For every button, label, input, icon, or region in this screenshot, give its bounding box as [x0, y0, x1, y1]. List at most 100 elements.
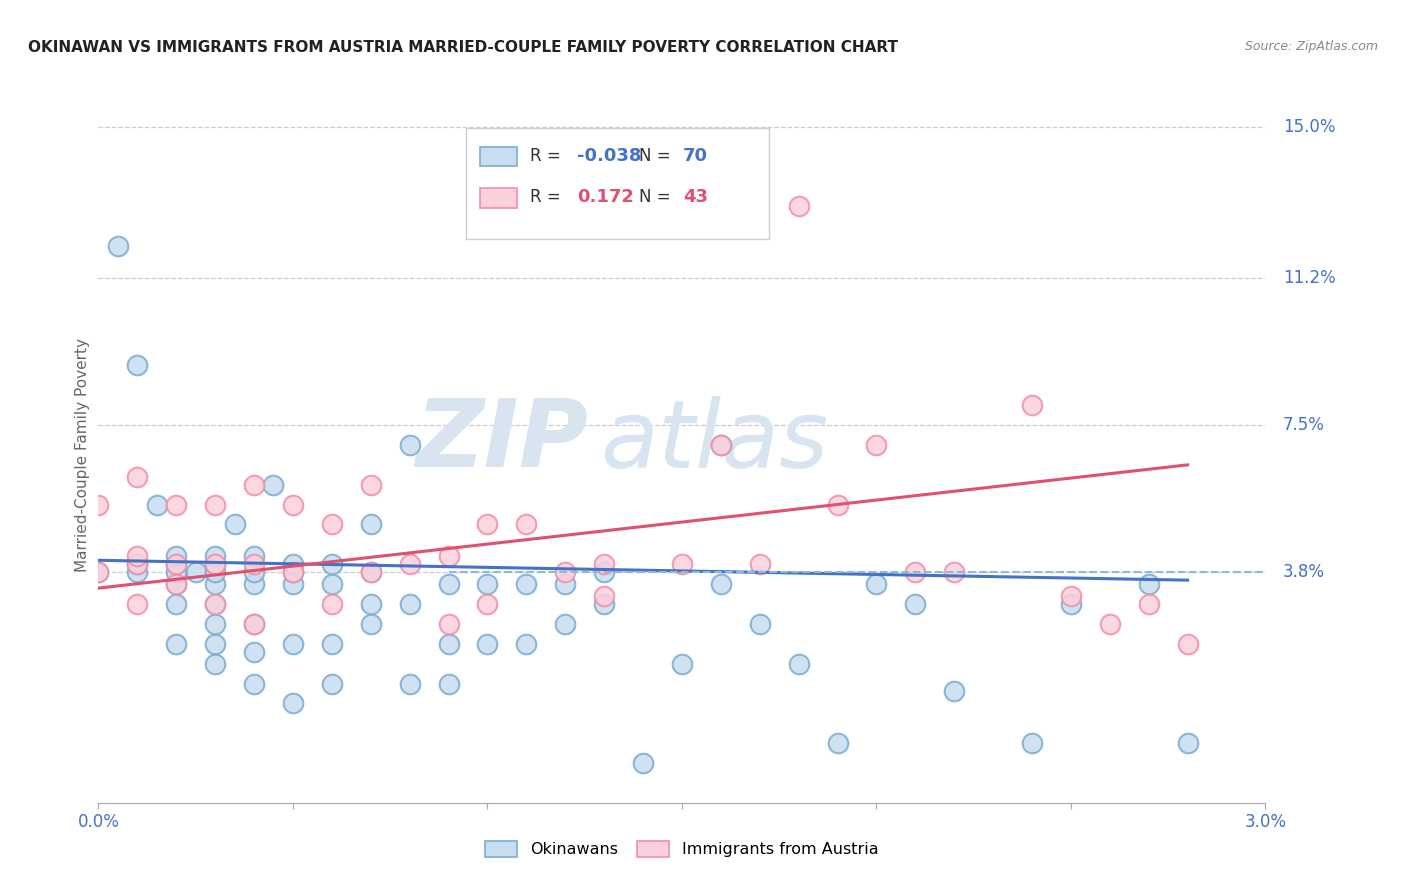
Point: [165, 637, 187, 651]
Point: [1060, 597, 1083, 611]
Text: atlas: atlas: [600, 395, 828, 486]
Point: [165, 597, 187, 611]
Point: [748, 558, 770, 572]
Point: [262, 477, 284, 491]
Point: [165, 498, 187, 512]
Point: [204, 597, 226, 611]
Point: [184, 565, 207, 579]
Point: [710, 577, 733, 591]
Point: [865, 438, 887, 452]
Point: [360, 517, 382, 532]
Point: [204, 577, 226, 591]
Point: [1060, 589, 1083, 603]
Point: [515, 637, 537, 651]
Point: [87, 498, 110, 512]
Point: [321, 676, 343, 690]
Point: [243, 477, 266, 491]
Text: OKINAWAN VS IMMIGRANTS FROM AUSTRIA MARRIED-COUPLE FAMILY POVERTY CORRELATION CH: OKINAWAN VS IMMIGRANTS FROM AUSTRIA MARR…: [28, 40, 898, 55]
Point: [243, 549, 266, 564]
Text: 11.2%: 11.2%: [1282, 269, 1336, 287]
Point: [204, 657, 226, 671]
Text: N =: N =: [638, 147, 676, 165]
Point: [593, 565, 616, 579]
Text: 0.172: 0.172: [576, 188, 634, 206]
Point: [1177, 637, 1199, 651]
Point: [671, 657, 693, 671]
Point: [865, 577, 887, 591]
Point: [593, 589, 616, 603]
Point: [165, 558, 187, 572]
Point: [165, 558, 187, 572]
Point: [321, 597, 343, 611]
Point: [146, 498, 169, 512]
Text: 3.8%: 3.8%: [1282, 563, 1324, 582]
Point: [554, 577, 576, 591]
Point: [437, 616, 460, 631]
Point: [943, 565, 966, 579]
FancyBboxPatch shape: [479, 146, 517, 166]
FancyBboxPatch shape: [465, 128, 769, 239]
Point: [321, 517, 343, 532]
Point: [127, 565, 149, 579]
Point: [477, 637, 499, 651]
Point: [554, 616, 576, 631]
Point: [398, 676, 420, 690]
Point: [243, 645, 266, 659]
Point: [593, 558, 616, 572]
Point: [515, 517, 537, 532]
Point: [165, 565, 187, 579]
Point: [87, 565, 110, 579]
Point: [1021, 736, 1043, 750]
Point: [710, 438, 733, 452]
Text: Source: ZipAtlas.com: Source: ZipAtlas.com: [1244, 40, 1378, 54]
Point: [127, 558, 149, 572]
Point: [243, 616, 266, 631]
Point: [787, 199, 810, 213]
Point: [1137, 597, 1160, 611]
Point: [243, 565, 266, 579]
Point: [204, 498, 226, 512]
Point: [281, 565, 304, 579]
FancyBboxPatch shape: [479, 188, 517, 208]
Point: [437, 676, 460, 690]
Point: [243, 558, 266, 572]
Point: [360, 565, 382, 579]
Y-axis label: Married-Couple Family Poverty: Married-Couple Family Poverty: [75, 338, 90, 572]
Point: [165, 577, 187, 591]
Text: 43: 43: [683, 188, 709, 206]
Point: [398, 597, 420, 611]
Point: [827, 736, 849, 750]
Point: [127, 558, 149, 572]
Point: [1021, 398, 1043, 412]
Point: [398, 438, 420, 452]
Point: [281, 577, 304, 591]
Point: [204, 637, 226, 651]
Point: [204, 597, 226, 611]
Point: [748, 616, 770, 631]
Point: [398, 558, 420, 572]
Point: [281, 498, 304, 512]
Point: [1098, 616, 1121, 631]
Point: [321, 558, 343, 572]
Text: R =: R =: [530, 188, 567, 206]
Point: [165, 549, 187, 564]
Text: R =: R =: [530, 147, 567, 165]
Point: [204, 558, 226, 572]
Text: N =: N =: [638, 188, 676, 206]
Point: [243, 616, 266, 631]
Point: [204, 549, 226, 564]
Point: [360, 565, 382, 579]
Point: [127, 470, 149, 484]
Point: [360, 597, 382, 611]
Point: [204, 565, 226, 579]
Point: [224, 517, 246, 532]
Point: [827, 498, 849, 512]
Point: [1177, 736, 1199, 750]
Text: ZIP: ZIP: [416, 395, 589, 487]
Point: [943, 684, 966, 698]
Point: [477, 597, 499, 611]
Point: [127, 597, 149, 611]
Point: [710, 438, 733, 452]
Text: 7.5%: 7.5%: [1282, 416, 1324, 434]
Point: [204, 558, 226, 572]
